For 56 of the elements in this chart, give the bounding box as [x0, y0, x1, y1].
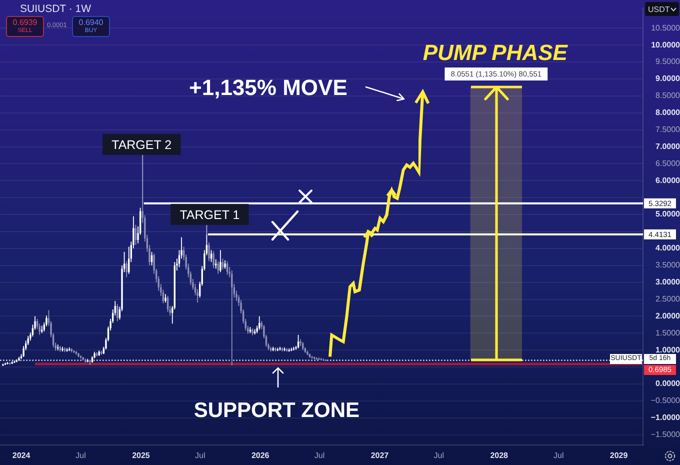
x-tick-label: 2024 — [12, 451, 31, 460]
x-tick-label: 2028 — [490, 451, 509, 460]
y-tick-label: 9.0000 — [656, 74, 680, 84]
y-tick-label: 0.0000 — [656, 379, 680, 388]
annotation: TARGET 2 — [112, 138, 172, 152]
y-tick-label: 8.5000 — [656, 91, 680, 100]
x-tick-label: Jul — [434, 451, 444, 460]
candlestick — [290, 348, 292, 352]
candlestick — [279, 346, 281, 350]
y-tick-label: 8.0000 — [656, 108, 680, 118]
candlestick — [57, 344, 59, 350]
x-tick-label: 2027 — [370, 451, 390, 460]
candlestick — [66, 348, 68, 352]
candlestick — [6, 362, 8, 364]
y-tick-label: 10.0000 — [651, 40, 680, 50]
candlestick — [316, 357, 318, 360]
annotation: SUPPORT ZONE — [194, 398, 360, 422]
annotation: PUMP PHASE — [422, 40, 569, 66]
candlestick — [231, 270, 233, 366]
y-tick-label: −1.0000 — [650, 413, 680, 422]
x-tick-label: Jul — [314, 451, 325, 460]
chart-title: SUIUSDT · 1W — [20, 3, 91, 16]
x-tick-label: 2025 — [132, 451, 150, 460]
y-tick-label: 1.5000 — [656, 328, 680, 338]
y-tick-label: 2.5000 — [656, 294, 680, 304]
y-tick-label: 10.5000 — [651, 23, 680, 32]
x-tick-label: 2026 — [251, 451, 270, 460]
x-tick-label: 2029 — [610, 451, 628, 460]
currency-selector: USDT — [645, 2, 679, 16]
candlestick — [18, 356, 20, 361]
candlestick — [300, 339, 302, 346]
y-tick-label: −0.5000 — [650, 396, 680, 406]
y-axis-title: USDT — [648, 5, 670, 14]
y-tick-label: 3.5000 — [656, 260, 680, 270]
y-tick-label: 9.5000 — [656, 57, 680, 66]
x-tick-label: Jul — [195, 451, 206, 460]
x-tick-label: Jul — [76, 451, 86, 460]
annotation: +1,135% MOVE — [189, 75, 348, 100]
y-tick-label: 1.0000 — [656, 345, 680, 354]
annotation: TARGET 1 — [180, 208, 240, 222]
y-tick-label: 7.5000 — [656, 125, 680, 134]
y-tick-label: 4.0000 — [656, 244, 680, 253]
x-tick-label: Jul — [554, 451, 564, 460]
candlestick — [89, 360, 91, 366]
y-tick-label: −1.5000 — [650, 430, 680, 440]
y-tick-label: 6.5000 — [656, 158, 680, 168]
candlestick — [284, 347, 286, 352]
y-tick-label: 7.0000 — [656, 142, 680, 151]
y-tick-label: 2.0000 — [656, 311, 680, 320]
candlestick — [62, 346, 64, 352]
y-tick-label: 5.0000 — [656, 210, 680, 219]
annotation: 0.6940 — [78, 18, 104, 27]
candlestick — [215, 259, 217, 269]
annotation: 0.6939 — [12, 18, 38, 27]
y-tick-label: 3.0000 — [656, 278, 680, 287]
y-tick-label: 6.0000 — [656, 176, 680, 185]
